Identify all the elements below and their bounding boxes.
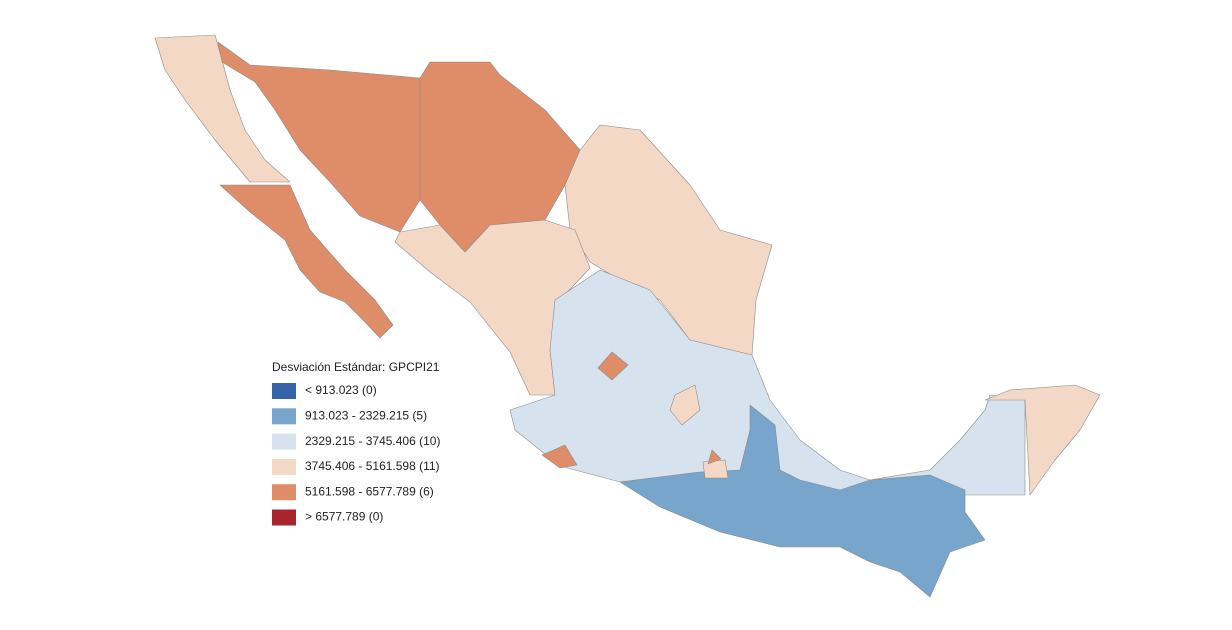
- legend-label: 913.023 - 2329.215 (5): [305, 408, 427, 422]
- legend-swatch: [272, 408, 296, 425]
- legend-swatch: [272, 458, 296, 475]
- legend: Desviación Estándar: GPCPI21 < 913.023 (…: [272, 360, 440, 526]
- legend-swatch: [272, 509, 296, 526]
- legend-label: < 913.023 (0): [305, 383, 377, 397]
- queretaro: [669, 384, 701, 426]
- southern-states: [619, 404, 986, 598]
- yucatan-peninsula: [984, 384, 1101, 496]
- colima: [541, 444, 578, 469]
- legend-swatch: [272, 383, 296, 399]
- legend-label: 2329.215 - 3745.406 (10): [305, 434, 440, 448]
- cdmx: [707, 449, 722, 465]
- legend-swatch: [272, 433, 296, 450]
- legend-label: 5161.598 - 6577.789 (6): [305, 484, 434, 498]
- legend-label: 3745.406 - 5161.598 (11): [305, 459, 440, 473]
- baja-california-sur: [219, 184, 394, 339]
- morelos: [702, 459, 729, 479]
- legend-label: > 6577.789 (0): [305, 510, 383, 524]
- mexico-map: [154, 34, 1101, 598]
- legend-title: Desviación Estándar: GPCPI21: [272, 360, 440, 374]
- sonora: [217, 41, 421, 233]
- legend-swatch: [272, 484, 296, 501]
- aguascalientes: [597, 351, 629, 381]
